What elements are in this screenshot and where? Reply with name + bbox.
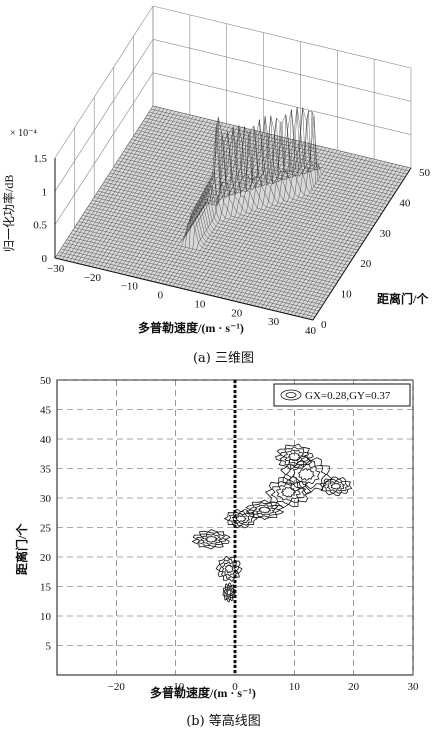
- surface-plot-3d: −30 −20 −10 0 10 20 30 40 0 10 20 30 40 50 0 0.5 1 1.5 × …: [1, 5, 431, 337]
- contour-line: [204, 535, 218, 543]
- contour-line: [224, 564, 234, 574]
- y-tick-label: 50: [419, 167, 431, 179]
- contour-line: [280, 454, 333, 494]
- contour-line: [221, 561, 237, 577]
- x-tick-label: 30: [408, 681, 420, 693]
- surface-axes: [54, 158, 412, 321]
- x-tick-label: 40: [305, 325, 317, 337]
- contour-line: [285, 459, 327, 490]
- x-tick-label: 10: [289, 681, 301, 693]
- z-tick-label: 0.5: [33, 220, 47, 232]
- contour-line: [222, 582, 236, 603]
- contour-line: [215, 555, 243, 582]
- x-tick-label: −20: [108, 681, 126, 693]
- surface-mesh: [54, 105, 412, 321]
- y-tick-label: 10: [341, 289, 353, 301]
- x-tick-label: −10: [167, 681, 185, 693]
- surface-tick-labels: −30 −20 −10 0 10 20 30 40 0 10 20 30 40 50 0 0.5 1 1.5: [33, 153, 430, 337]
- contour-lines: [191, 443, 353, 603]
- x-tick-label: 30: [268, 316, 280, 328]
- legend-label: GX=0.28,GY=0.37: [305, 390, 391, 402]
- y-tick-label: 5: [46, 641, 52, 653]
- contour-line: [276, 483, 301, 501]
- y-tick-label: 30: [380, 228, 392, 240]
- y-tick-label: 45: [40, 405, 52, 417]
- contour-line: [265, 475, 312, 509]
- x-tick-label: −20: [84, 272, 102, 284]
- contour-line: [196, 531, 226, 548]
- y-tick-label: 10: [40, 611, 52, 623]
- x-tick-label: 20: [348, 681, 360, 693]
- y-axis-label: 距离门/个: [377, 291, 429, 306]
- y-tick-label: 30: [40, 493, 52, 505]
- y-tick-label: 40: [399, 197, 411, 209]
- contour-line: [291, 464, 321, 485]
- contour-line: [326, 480, 346, 492]
- y-tick-label: 20: [360, 258, 372, 270]
- y-tick-label: 25: [40, 523, 52, 535]
- contour-line: [223, 584, 235, 600]
- y-axis-label: 距离门/个: [14, 523, 29, 575]
- legend-box: GX=0.28,GY=0.37: [273, 383, 411, 407]
- x-tick-label: 10: [194, 298, 206, 310]
- x-axis-label: 多普勒速度/(m · s⁻¹): [150, 685, 256, 700]
- contour-line: [200, 533, 223, 545]
- contour-line: [319, 476, 353, 496]
- contour-line: [254, 504, 276, 516]
- contour-line: [227, 511, 254, 527]
- x-tick-label: 0: [158, 290, 164, 302]
- contour-tick-labels: −20 −10 0 10 20 30 5 10 15 20 25 30 35 40 45 50: [40, 375, 419, 693]
- contour-line: [322, 478, 350, 494]
- caption-b: (b) 等高线图: [186, 714, 261, 729]
- y-tick-label: 15: [40, 582, 52, 594]
- y-tick-label: 20: [40, 552, 52, 564]
- contour-line: [280, 486, 297, 498]
- contour-line: [219, 558, 240, 579]
- x-tick-label: 0: [232, 681, 238, 693]
- caption-a: (a) 三维图: [192, 351, 255, 366]
- z-tick-label: 1.5: [33, 153, 47, 165]
- z-axis-label: 归一化功率/dB: [1, 175, 16, 252]
- contour-line: [235, 515, 247, 522]
- y-tick-label: 0: [321, 319, 327, 331]
- contour-line: [225, 586, 234, 599]
- z-tick-label: 1: [42, 186, 48, 198]
- contour-line: [288, 452, 301, 462]
- y-tick-label: 40: [40, 434, 52, 446]
- x-tick-label: 20: [231, 307, 243, 319]
- contour-line: [270, 479, 307, 505]
- contour-line: [231, 513, 251, 525]
- z-tick-label: 0: [42, 253, 48, 265]
- contour-line: [249, 502, 281, 518]
- contour-line: [226, 588, 232, 597]
- z-multiplier-label: × 10⁻⁴: [10, 128, 37, 139]
- y-tick-label: 35: [40, 464, 52, 476]
- contour-line: [274, 443, 314, 470]
- contour-line: [297, 468, 315, 481]
- contour-plot: −20 −10 0 10 20 30 5 10 15 20 25 30 35 40 45 50 GX=0.28…: [14, 375, 419, 700]
- x-axis-label: 多普勒速度/(m · s⁻¹): [138, 320, 244, 335]
- contour-line: [330, 482, 342, 490]
- y-tick-label: 50: [40, 375, 52, 387]
- x-tick-label: −10: [121, 281, 139, 293]
- legend-contour-icon: [280, 389, 302, 401]
- contour-line: [283, 449, 305, 464]
- contour-line: [257, 506, 272, 514]
- x-tick-label: −30: [47, 263, 65, 275]
